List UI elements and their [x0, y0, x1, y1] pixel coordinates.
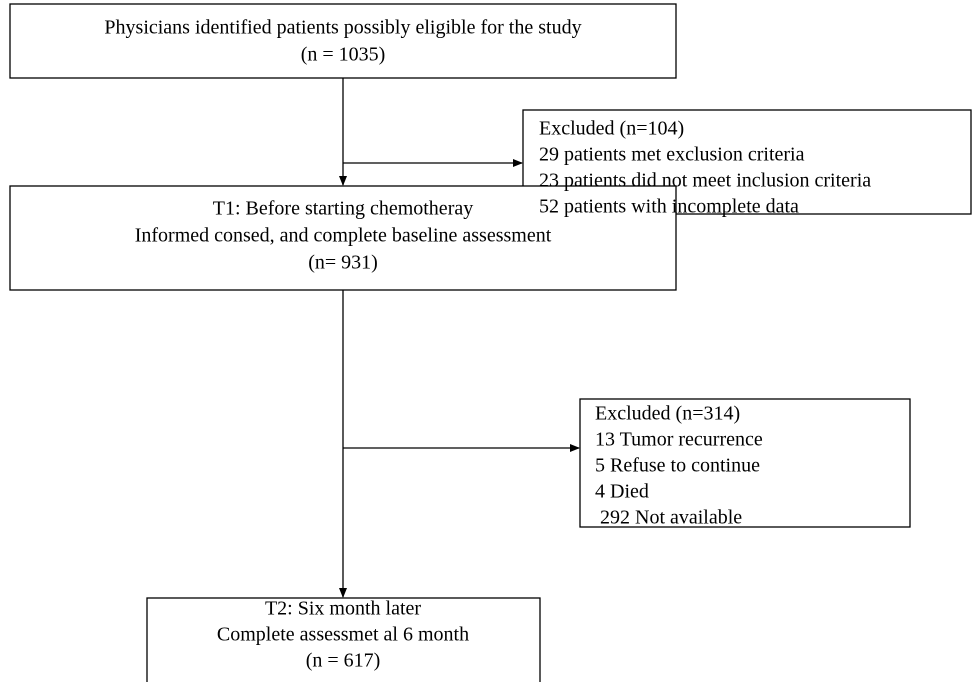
node-text: (n = 1035) — [301, 44, 386, 66]
node-text: Excluded (n=314) — [595, 403, 740, 425]
node-text: 52 patients with incomplete data — [539, 196, 799, 218]
box — [146, 597, 541, 682]
node-text: 13 Tumor recurrence — [595, 429, 763, 451]
box — [9, 185, 677, 291]
node-text: (n = 617) — [306, 650, 381, 672]
node-text: 23 patients did not meet inclusion crite… — [539, 170, 871, 192]
node-text: 29 patients met exclusion criteria — [539, 144, 805, 166]
node-text: Physicians identified patients possibly … — [104, 17, 581, 39]
node-text: Complete assessmet al 6 month — [217, 624, 469, 646]
node-text: (n= 931) — [308, 252, 378, 274]
node-text: 4 Died — [595, 481, 649, 503]
node-text: Excluded (n=104) — [539, 118, 684, 140]
node-text: 292 Not available — [595, 507, 742, 529]
box — [579, 398, 911, 528]
node-text: 5 Refuse to continue — [595, 455, 760, 477]
node-text: T2: Six month later — [265, 598, 421, 620]
node-text: T1: Before starting chemotheray — [213, 198, 473, 220]
node-text: Informed consed, and complete baseline a… — [135, 225, 552, 247]
box — [9, 3, 677, 79]
